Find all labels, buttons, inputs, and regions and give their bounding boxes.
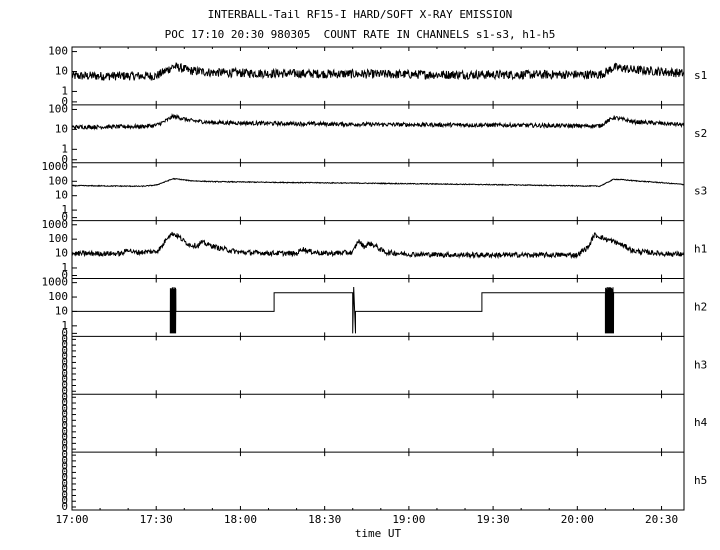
panel-label-h1: h1 — [694, 243, 707, 256]
y-tick-label: 0 — [61, 367, 68, 380]
y-tick-label: 0 — [61, 211, 68, 224]
chart-title: INTERBALL-Tail RF15-I HARD/SOFT X-RAY EM… — [207, 8, 513, 21]
y-tick-label: 0 — [61, 494, 68, 507]
y-tick-label: 0 — [61, 488, 68, 501]
y-tick-label: 0 — [61, 326, 68, 339]
x-axis-label: time UT — [355, 527, 402, 540]
y-tick-label: 1 — [61, 142, 68, 155]
y-tick-label: 0 — [61, 413, 68, 426]
y-tick-label: 1000 — [42, 160, 69, 173]
y-tick-label: 0 — [61, 408, 68, 421]
y-tick-label: 0 — [61, 390, 68, 403]
y-tick-label: 0 — [61, 402, 68, 415]
series-h1 — [71, 231, 685, 260]
y-tick-label: 0 — [61, 361, 68, 374]
x-tick-label: 20:30 — [645, 513, 678, 526]
y-tick-label: 0 — [61, 332, 68, 345]
y-tick-label: 100 — [48, 45, 68, 58]
y-tick-label: 0 — [61, 500, 68, 513]
panel-label-h5: h5 — [694, 474, 707, 487]
y-tick-label: 0 — [61, 153, 68, 166]
y-tick-label: 0 — [61, 338, 68, 351]
y-tick-label: 0 — [61, 471, 68, 484]
series-h2 — [72, 286, 684, 334]
y-tick-label: 0 — [61, 454, 68, 467]
y-tick-label: 0 — [61, 396, 68, 409]
y-tick-label: 0 — [61, 483, 68, 496]
y-tick-label: 0 — [61, 465, 68, 478]
y-tick-label: 0 — [61, 378, 68, 391]
y-tick-label: 1 — [61, 319, 68, 332]
y-tick-label: 0 — [61, 442, 68, 455]
y-tick-label: 100 — [48, 174, 68, 187]
y-tick-label: 10 — [55, 304, 68, 317]
y-tick-label: 0 — [61, 436, 68, 449]
y-tick-label: 10 — [55, 65, 68, 78]
y-tick-label: 0 — [61, 95, 68, 108]
chart-subtitle: POC 17:10 20:30 980305 COUNT RATE IN CHA… — [164, 28, 556, 41]
x-tick-label: 17:30 — [140, 513, 173, 526]
panel-label-s2: s2 — [694, 127, 707, 140]
panel-label-h4: h4 — [694, 416, 708, 429]
y-tick-label: 0 — [61, 384, 68, 397]
x-tick-label: 19:30 — [477, 513, 510, 526]
x-tick-label: 19:00 — [392, 513, 425, 526]
panel-label-s3: s3 — [694, 185, 707, 198]
y-tick-label: 100 — [48, 290, 68, 303]
panel-label-h3: h3 — [694, 358, 707, 371]
y-tick-label: 100 — [48, 232, 68, 245]
panel-label-h2: h2 — [694, 300, 707, 313]
y-tick-label: 1000 — [42, 218, 69, 231]
y-tick-label: 0 — [61, 355, 68, 368]
x-tick-label: 17:00 — [55, 513, 88, 526]
y-tick-label: 100 — [48, 102, 68, 115]
y-tick-label: 1 — [61, 261, 68, 274]
panel-label-s1: s1 — [694, 69, 707, 82]
y-tick-label: 0 — [61, 460, 68, 473]
y-tick-label: 0 — [61, 344, 68, 357]
series-s3 — [71, 177, 685, 188]
x-tick-label: 18:00 — [224, 513, 257, 526]
y-tick-label: 0 — [61, 448, 68, 461]
y-tick-label: 0 — [61, 431, 68, 444]
y-tick-label: 0 — [61, 350, 68, 363]
y-tick-label: 0 — [61, 419, 68, 432]
y-tick-label: 0 — [61, 425, 68, 438]
series-s1 — [71, 62, 685, 81]
y-tick-label: 0 — [61, 477, 68, 490]
x-tick-label: 18:30 — [308, 513, 341, 526]
y-tick-label: 1 — [61, 203, 68, 216]
y-tick-label: 10 — [55, 122, 68, 135]
y-tick-label: 1000 — [42, 276, 69, 289]
series-s2 — [71, 113, 685, 131]
y-tick-label: 0 — [61, 269, 68, 282]
y-tick-label: 10 — [55, 247, 68, 260]
y-tick-label: 10 — [55, 189, 68, 202]
y-tick-label: 0 — [61, 373, 68, 386]
x-tick-label: 20:00 — [561, 513, 594, 526]
y-tick-label: 1 — [61, 84, 68, 97]
